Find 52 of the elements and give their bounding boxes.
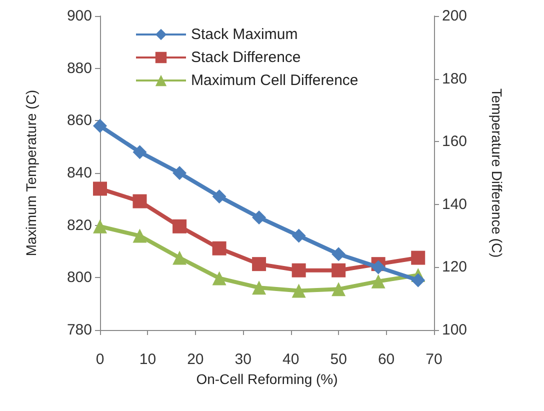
x-axis-title: On-Cell Reforming (%) <box>196 371 338 387</box>
y-tick-label: 840 <box>66 164 92 182</box>
x-tick-label: 70 <box>426 351 442 368</box>
point <box>212 190 226 204</box>
legend-label: Maximum Cell Difference <box>191 72 358 89</box>
y2-tick-label: 100 <box>442 322 468 338</box>
point <box>252 210 266 224</box>
x-tick-label: 60 <box>378 351 395 368</box>
point <box>172 219 187 234</box>
point <box>212 271 226 286</box>
y2-tick-label: 180 <box>442 70 468 88</box>
point <box>332 263 346 278</box>
point <box>132 228 147 243</box>
point <box>93 219 107 234</box>
point <box>172 250 187 265</box>
x-tick-label: 40 <box>282 351 300 368</box>
y-tick-label: 860 <box>66 112 92 130</box>
point <box>411 250 426 265</box>
point <box>371 260 386 274</box>
x-tick-label: 0 <box>96 351 104 368</box>
point <box>292 284 306 298</box>
y2-tick-label: 160 <box>442 133 468 150</box>
legend-label: Stack Maximum <box>191 26 298 43</box>
y2-tick-label: 200 <box>442 8 468 24</box>
point <box>332 247 346 262</box>
point <box>371 274 386 288</box>
y-tick-label: 900 <box>66 8 92 24</box>
x-tick-label: 50 <box>330 351 347 368</box>
point <box>292 228 306 243</box>
point <box>132 194 147 208</box>
y-tick-label: 820 <box>66 216 92 234</box>
x-tick-label: 10 <box>139 351 156 368</box>
y2-tick-label: 120 <box>442 258 468 276</box>
y-tick-label: 880 <box>66 60 92 77</box>
y-axis-title: Maximum Temperature (C) <box>23 90 39 256</box>
point <box>172 166 187 180</box>
x-tick-label: 20 <box>187 351 204 368</box>
point <box>411 273 426 288</box>
point <box>93 118 107 133</box>
point <box>93 182 107 196</box>
point <box>332 282 346 296</box>
legend-label: Stack Difference <box>191 49 301 66</box>
point <box>252 257 266 272</box>
y2-axis-title: Temperature Difference (C) <box>489 88 505 258</box>
y2-tick-label: 140 <box>442 196 468 213</box>
x-tick-label: 30 <box>234 351 252 368</box>
point <box>252 280 266 295</box>
point <box>212 241 226 256</box>
y-tick-label: 800 <box>66 269 92 286</box>
point <box>132 145 147 160</box>
y-tick-label: 780 <box>66 322 92 338</box>
point <box>292 263 306 278</box>
